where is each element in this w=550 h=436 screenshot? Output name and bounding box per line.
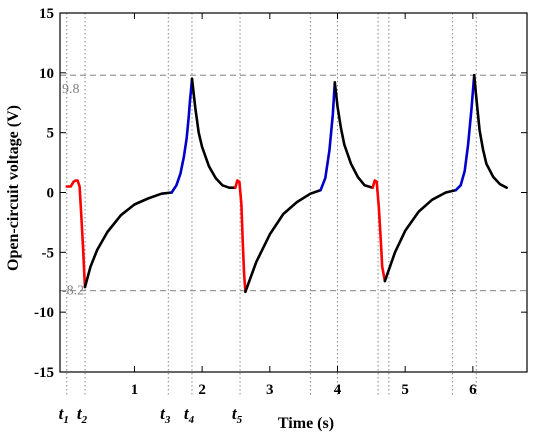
reference-line-label: 9.8 [62, 82, 80, 97]
data-series-segment [65, 179, 87, 289]
time-marker-label: t2 [77, 404, 88, 426]
x-tick-label: 4 [334, 382, 342, 398]
data-series-segment [190, 77, 237, 189]
y-tick-label: 0 [47, 186, 55, 202]
x-tick-label: 3 [266, 382, 274, 398]
x-axis-label: Time (s) [278, 415, 334, 432]
data-series-segment [244, 188, 322, 294]
data-series-segment [83, 191, 173, 289]
x-tick-label: 1 [131, 382, 139, 398]
reference-line-label: -8.2 [62, 284, 84, 299]
plot-frame [59, 12, 528, 373]
time-marker-label: t3 [160, 404, 171, 426]
y-tick-label: 15 [39, 6, 54, 22]
data-series-segment [454, 73, 476, 192]
data-series-segment [472, 73, 509, 189]
time-marker-label: t5 [232, 404, 243, 426]
x-tick-label: 6 [469, 382, 477, 398]
x-tick-label: 5 [401, 382, 409, 398]
data-series-segment [170, 77, 194, 194]
y-tick-label: -5 [42, 245, 55, 261]
data-series-segment [383, 188, 458, 283]
x-tick-label: 2 [198, 382, 206, 398]
data-series-segment [371, 179, 387, 283]
y-tick-label: 5 [47, 126, 55, 142]
y-tick-label: -10 [34, 305, 54, 321]
y-axis-label: Open-circuit voltage (V) [5, 105, 22, 271]
time-marker-label: t1 [59, 404, 69, 426]
data-series-segment [234, 179, 247, 294]
time-marker-label: t4 [184, 404, 195, 426]
y-tick-label: -15 [34, 365, 54, 381]
y-tick-label: 10 [39, 66, 54, 82]
data-series-segment [319, 81, 337, 192]
data-series-segment [333, 81, 375, 189]
